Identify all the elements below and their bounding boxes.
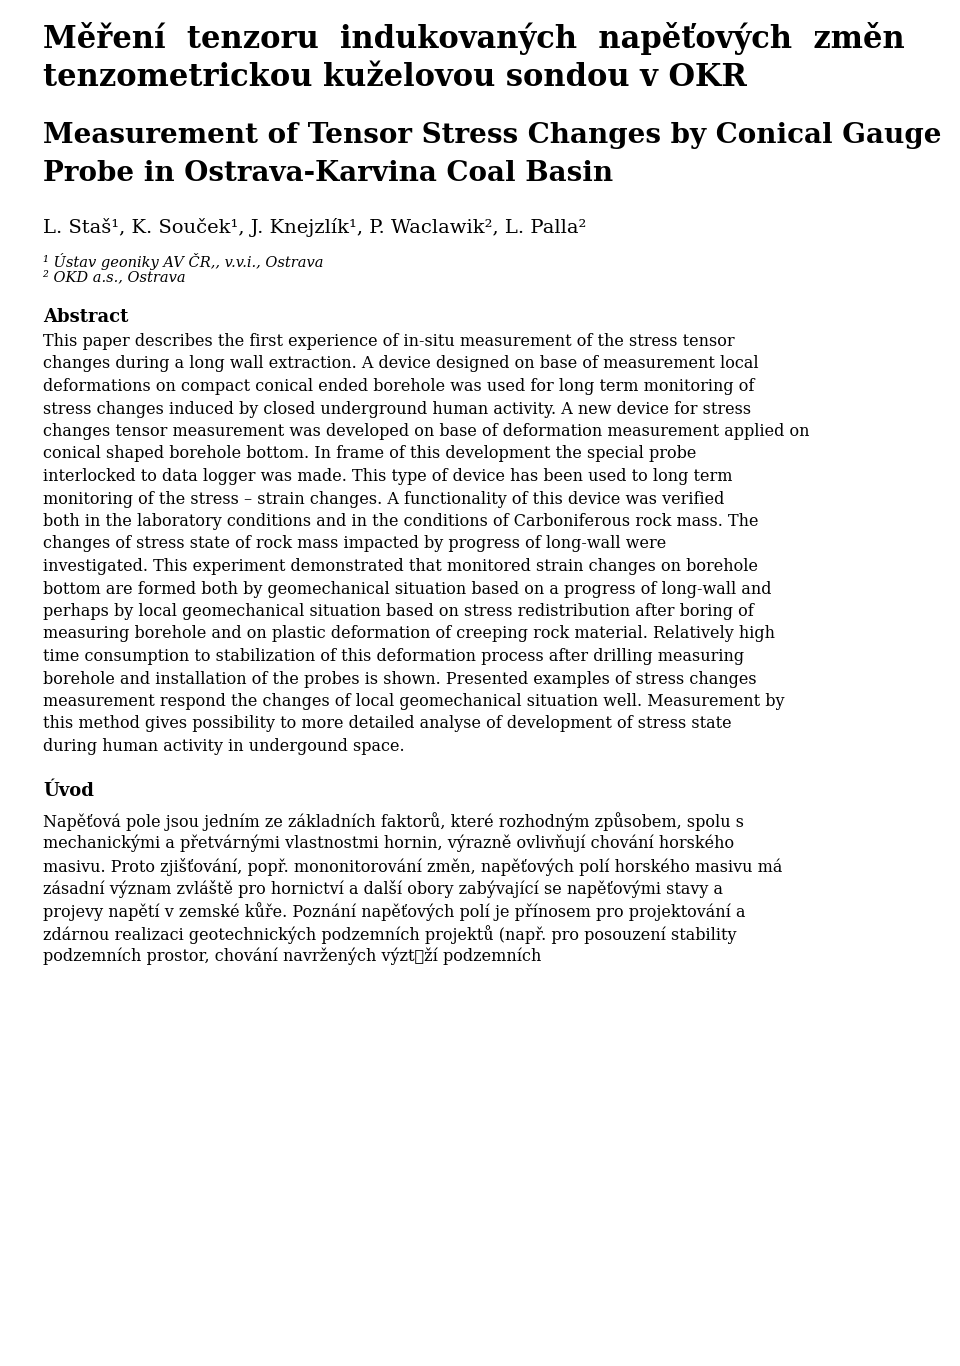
Text: Measurement of Tensor Stress Changes by Conical Gauge: Measurement of Tensor Stress Changes by …: [43, 122, 942, 149]
Text: measurement respond the changes of local geomechanical situation well. Measureme: measurement respond the changes of local…: [43, 693, 784, 710]
Text: monitoring of the stress – strain changes. A functionality of this device was ve: monitoring of the stress – strain change…: [43, 490, 725, 508]
Text: tenzometrickou kuželovou sondou v OKR: tenzometrickou kuželovou sondou v OKR: [43, 61, 747, 93]
Text: measuring borehole and on plastic deformation of creeping rock material. Relativ: measuring borehole and on plastic deform…: [43, 626, 775, 642]
Text: L. Staš¹, K. Souček¹, J. Knejzlík¹, P. Waclawik², L. Palla²: L. Staš¹, K. Souček¹, J. Knejzlík¹, P. W…: [43, 219, 587, 236]
Text: mechanickými a přetvárnými vlastnostmi hornin, výrazně ovlivňují chování horskéh: mechanickými a přetvárnými vlastnostmi h…: [43, 835, 734, 852]
Text: zdárnou realizaci geotechnických podzemních projektů (např. pro posouzení stabil: zdárnou realizaci geotechnických podzemn…: [43, 925, 736, 944]
Text: ² OKD a.s., Ostrava: ² OKD a.s., Ostrava: [43, 270, 185, 284]
Text: deformations on compact conical ended borehole was used for long term monitoring: deformations on compact conical ended bo…: [43, 378, 755, 395]
Text: stress changes induced by closed underground human activity. A new device for st: stress changes induced by closed undergr…: [43, 400, 751, 418]
Text: masivu. Proto zjišťování, popř. mononitorování změn, napěťových polí horského ma: masivu. Proto zjišťování, popř. mononito…: [43, 858, 782, 876]
Text: Měření  tenzoru  indukovaných  napěťových  změn: Měření tenzoru indukovaných napěťových z…: [43, 22, 904, 55]
Text: perhaps by local geomechanical situation based on stress redistribution after bo: perhaps by local geomechanical situation…: [43, 602, 754, 620]
Text: changes tensor measurement was developed on base of deformation measurement appl: changes tensor measurement was developed…: [43, 423, 809, 440]
Text: both in the laboratory conditions and in the conditions of Carboniferous rock ma: both in the laboratory conditions and in…: [43, 514, 758, 530]
Text: ¹ Ústav geoniky AV ČR,, v.v.i., Ostrava: ¹ Ústav geoniky AV ČR,, v.v.i., Ostrava: [43, 253, 324, 270]
Text: time consumption to stabilization of this deformation process after drilling mea: time consumption to stabilization of thi…: [43, 647, 744, 665]
Text: projevy napětí v zemské kůře. Poznání napěťových polí je přínosem pro projektová: projevy napětí v zemské kůře. Poznání na…: [43, 903, 746, 922]
Text: zásadní význam zvláště pro hornictví a další obory zabývající se napěťovými stav: zásadní význam zvláště pro hornictví a d…: [43, 880, 723, 897]
Text: during human activity in undergound space.: during human activity in undergound spac…: [43, 738, 404, 755]
Text: changes of stress state of rock mass impacted by progress of long-wall were: changes of stress state of rock mass imp…: [43, 535, 666, 552]
Text: conical shaped borehole bottom. In frame of this development the special probe: conical shaped borehole bottom. In frame…: [43, 445, 696, 463]
Text: This paper describes the first experience of in-situ measurement of the stress t: This paper describes the first experienc…: [43, 333, 734, 350]
Text: podzemních prostor, chování navržených výztुží podzemních: podzemních prostor, chování navržených v…: [43, 948, 541, 964]
Text: bottom are formed both by geomechanical situation based on a progress of long-wa: bottom are formed both by geomechanical …: [43, 581, 772, 597]
Text: borehole and installation of the probes is shown. Presented examples of stress c: borehole and installation of the probes …: [43, 671, 756, 687]
Text: Napěťová pole jsou jedním ze základních faktorů, které rozhodným způsobem, spolu: Napěťová pole jsou jedním ze základních …: [43, 813, 744, 832]
Text: Probe in Ostrava-Karvina Coal Basin: Probe in Ostrava-Karvina Coal Basin: [43, 160, 613, 187]
Text: interlocked to data logger was made. This type of device has been used to long t: interlocked to data logger was made. Thi…: [43, 469, 732, 485]
Text: Abstract: Abstract: [43, 307, 129, 326]
Text: changes during a long wall extraction. A device designed on base of measurement : changes during a long wall extraction. A…: [43, 355, 758, 373]
Text: investigated. This experiment demonstrated that monitored strain changes on bore: investigated. This experiment demonstrat…: [43, 557, 758, 575]
Text: this method gives possibility to more detailed analyse of development of stress : this method gives possibility to more de…: [43, 716, 732, 732]
Text: Úvod: Úvod: [43, 783, 94, 800]
